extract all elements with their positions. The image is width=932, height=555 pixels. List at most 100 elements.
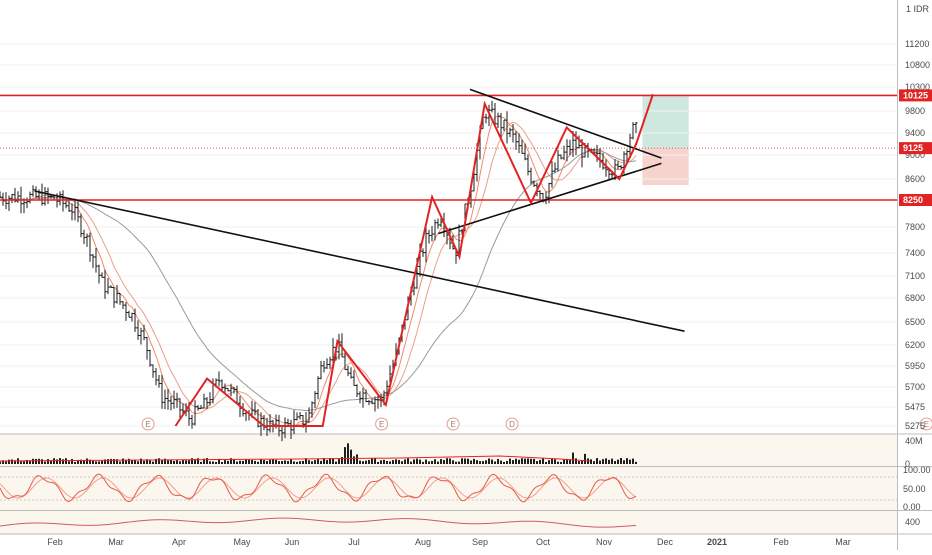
volume-bar	[452, 460, 454, 464]
volume-bar	[29, 460, 31, 464]
stochastic-pane	[0, 467, 897, 510]
volume-bar	[272, 459, 274, 464]
x-tick-label: 2021	[707, 537, 727, 547]
y-tick-label: 7400	[905, 248, 925, 258]
event-marker[interactable]	[141, 417, 155, 431]
volume-bar	[110, 458, 112, 464]
volume-bar	[170, 459, 172, 464]
volume-bar	[269, 459, 271, 464]
volume-bar	[449, 458, 451, 464]
y-tick-label: 6800	[905, 293, 925, 303]
volume-bar	[149, 459, 151, 464]
volume-bar	[65, 458, 67, 464]
volume-bar	[239, 460, 241, 464]
volume-bar	[209, 461, 211, 464]
x-tick-label: Feb	[47, 537, 63, 547]
volume-bar	[194, 459, 196, 464]
volume-bar	[518, 459, 520, 464]
volume-bar	[56, 459, 58, 464]
volume-bar	[527, 458, 529, 464]
volume-bar	[41, 459, 43, 464]
volume-bar	[128, 458, 130, 464]
x-tick-label: Nov	[596, 537, 613, 547]
volume-bar	[257, 461, 259, 464]
price-tag	[899, 194, 932, 206]
volume-bar	[86, 458, 88, 464]
price-tag-label: 8250	[903, 195, 923, 205]
volume-bar	[5, 461, 7, 464]
volume-bar	[509, 458, 511, 464]
volume-bar	[173, 460, 175, 464]
volume-bar	[71, 458, 73, 464]
volume-bar	[617, 459, 619, 464]
volume-bar	[572, 452, 574, 464]
event-marker[interactable]	[446, 417, 460, 431]
volume-bar	[266, 461, 268, 464]
volume-bar	[467, 458, 469, 464]
trendline[interactable]	[438, 162, 662, 235]
volume-bar	[416, 458, 418, 464]
volume-bar	[317, 459, 319, 464]
volume-bar	[221, 461, 223, 464]
volume-bar	[386, 461, 388, 464]
volume-bar	[134, 459, 136, 464]
volume-bar	[299, 461, 301, 464]
volume-bar	[332, 458, 334, 464]
y-tick-label: 8600	[905, 174, 925, 184]
ema-fast-line	[0, 115, 637, 428]
volume-bar	[230, 458, 232, 464]
x-tick-label: Mar	[835, 537, 851, 547]
volume-bar	[605, 458, 607, 464]
volume-bar	[77, 460, 79, 464]
volume-bar	[80, 459, 82, 464]
volume-bar	[623, 460, 625, 464]
volume-bar	[524, 458, 526, 464]
currency-label: 1 IDR	[906, 4, 930, 14]
volume-bar	[626, 458, 628, 464]
volume-bar	[557, 461, 559, 464]
x-tick-label: May	[233, 537, 251, 547]
event-marker[interactable]	[919, 417, 932, 431]
volume-bar	[143, 460, 145, 464]
event-marker-label: E	[145, 420, 150, 429]
volume-bar	[245, 459, 247, 464]
volume-bar	[89, 459, 91, 464]
volume-bar	[554, 459, 556, 464]
y-tick-label: 6500	[905, 317, 925, 327]
y-tick-label: 5275	[905, 421, 925, 431]
volume-bar	[371, 458, 373, 464]
volume-bar	[629, 459, 631, 464]
volume-bar	[362, 461, 364, 464]
volume-bar	[203, 458, 205, 464]
volume-bar	[68, 461, 70, 464]
zigzag-pattern[interactable]	[174, 93, 654, 427]
volume-bar	[602, 459, 604, 464]
volume-bar	[188, 460, 190, 464]
x-tick-label: Sep	[472, 537, 488, 547]
volume-bar	[545, 461, 547, 464]
volume-bar	[368, 459, 370, 464]
event-marker[interactable]	[505, 417, 519, 431]
event-marker[interactable]	[375, 417, 389, 431]
volume-bar	[482, 461, 484, 464]
volume-bar	[575, 458, 577, 464]
volume-bar	[11, 459, 13, 464]
trendline[interactable]	[469, 88, 662, 159]
volume-bar	[506, 460, 508, 464]
y-tick-label: 5475	[905, 402, 925, 412]
volume-bar	[191, 458, 193, 464]
volume-bar	[437, 461, 439, 464]
trendline[interactable]	[34, 190, 685, 332]
volume-bar	[137, 461, 139, 464]
volume-bar	[32, 458, 34, 464]
x-tick-label: Feb	[773, 537, 789, 547]
x-tick-label: Jun	[285, 537, 300, 547]
oscillator-tick-label: 400	[905, 517, 920, 527]
ema-mid-line	[0, 121, 637, 427]
volume-bar	[74, 461, 76, 464]
volume-bar	[581, 459, 583, 464]
volume-bar	[251, 460, 253, 464]
volume-bar	[302, 460, 304, 464]
